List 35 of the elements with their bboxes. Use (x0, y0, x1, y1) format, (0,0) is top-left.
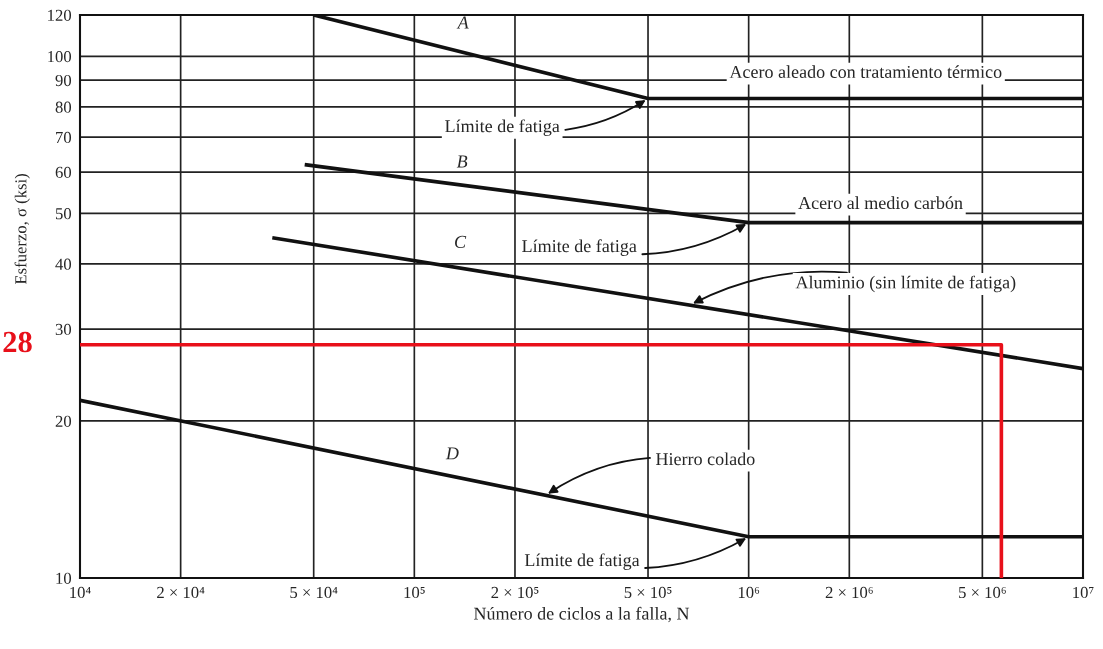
y-tick-label: 80 (55, 101, 72, 113)
y-tick-label: 70 (56, 131, 72, 144)
y-tick-label: 10 (56, 572, 72, 584)
y-tick-label: 30 (55, 323, 72, 336)
x-tick-label: 10⁷ (1073, 586, 1094, 599)
x-tick-label: 10⁶ (738, 586, 760, 599)
annotation: Hierro colado (655, 452, 755, 466)
y-tick-label: 50 (55, 208, 72, 220)
x-tick-label: 10⁵ (404, 586, 425, 599)
y-tick-label: 60 (55, 166, 72, 178)
x-tick-label: 5 × 10⁵ (624, 586, 672, 599)
x-tick-label: 2 × 10⁶ (825, 586, 873, 599)
x-tick-label: 5 × 10⁴ (290, 586, 338, 599)
y-tick-label: 90 (55, 74, 72, 87)
annotation: B (456, 155, 468, 168)
y-tick-label: 120 (48, 9, 72, 21)
y-tick-label: 100 (48, 51, 72, 63)
annotation: 28 (3, 331, 32, 353)
annotation: D (445, 447, 459, 460)
annotation: Acero aleado con tratamiento térmico (729, 65, 1002, 79)
annotation: A (456, 16, 469, 29)
x-tick-label: 10⁴ (70, 586, 91, 599)
annotation: Límite de fatiga (524, 553, 640, 570)
y-tick-label: 40 (55, 258, 72, 270)
x-tick-label: 2 × 10⁵ (491, 586, 539, 599)
x-tick-label: 2 × 10⁴ (157, 586, 205, 599)
annotation: Acero al medio carbón (798, 196, 963, 210)
annotation: C (455, 235, 467, 248)
x-tick-label: 5 × 10⁶ (959, 586, 1006, 599)
annotation: Aluminio (sin límite de fatiga) (795, 275, 1016, 293)
annotation: Límite de fatiga (522, 239, 637, 256)
x-axis-title: Número de ciclos a la falla, N (473, 606, 690, 623)
annotation: Límite de fatiga (445, 119, 560, 136)
y-tick-label: 20 (55, 415, 72, 427)
y-axis-title: Esfuerzo, σ (ksi) (14, 174, 30, 285)
